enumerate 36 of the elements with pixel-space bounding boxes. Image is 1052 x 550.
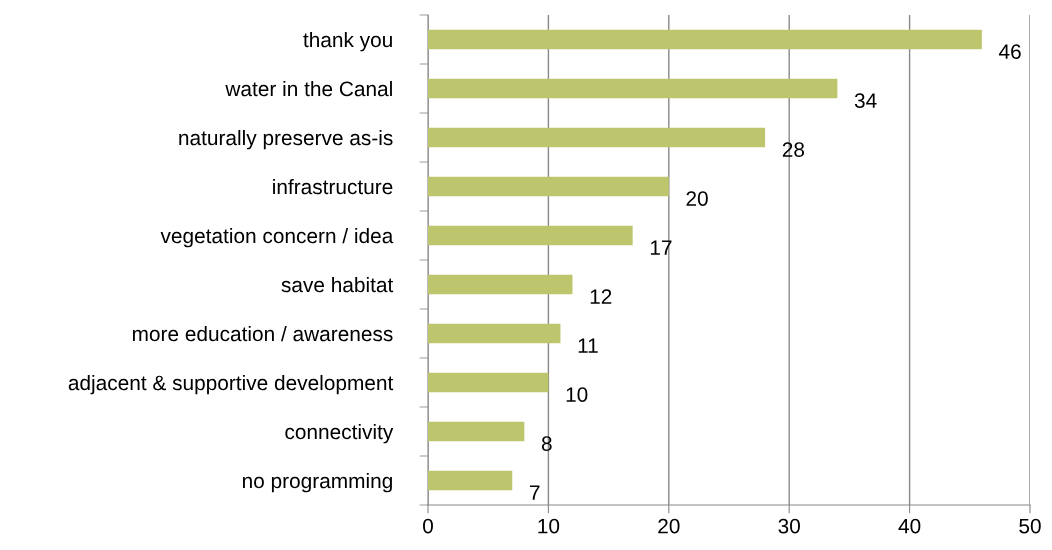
- bar: [428, 470, 513, 491]
- y-tick-label: water in the Canal: [225, 80, 392, 97]
- bar: [428, 225, 633, 246]
- x-tick-label: 30: [778, 518, 800, 534]
- data-label: 11: [578, 338, 598, 353]
- y-tick-label: naturally preserve as-is: [179, 129, 393, 150]
- data-label: 8: [541, 436, 552, 451]
- x-tick-label: 20: [658, 518, 680, 534]
- bar: [428, 127, 766, 148]
- y-tick-label: vegetation concern / idea: [160, 227, 394, 248]
- data-label: 20: [686, 191, 708, 206]
- x-tick-label: 40: [898, 518, 921, 534]
- bar: [428, 421, 525, 442]
- bar: [428, 29, 982, 50]
- bar: [428, 176, 669, 197]
- x-tick-label: 0: [423, 518, 433, 534]
- bar: [428, 372, 549, 393]
- data-label: 12: [590, 289, 612, 304]
- data-label: 28: [782, 142, 805, 157]
- y-tick-label: thank you: [303, 31, 392, 52]
- y-tick-label: save habitat: [281, 276, 394, 293]
- data-label: 10: [566, 387, 588, 402]
- y-tick-label: adjacent & supportive development: [68, 374, 394, 395]
- bar: [428, 274, 573, 295]
- bar: [428, 323, 561, 344]
- y-tick-label: more education / awareness: [132, 325, 393, 342]
- y-tick-label: connectivity: [285, 423, 394, 444]
- data-label: 46: [998, 44, 1021, 59]
- y-tick-label: infrastructure: [273, 178, 393, 195]
- bar: [428, 78, 838, 99]
- x-tick-label: 50: [1019, 518, 1041, 534]
- x-tick-label: 10: [538, 518, 560, 534]
- data-label: 34: [854, 93, 877, 108]
- data-label: 7: [530, 485, 540, 500]
- data-label: 17: [650, 240, 672, 255]
- y-tick-label: no programming: [242, 472, 392, 493]
